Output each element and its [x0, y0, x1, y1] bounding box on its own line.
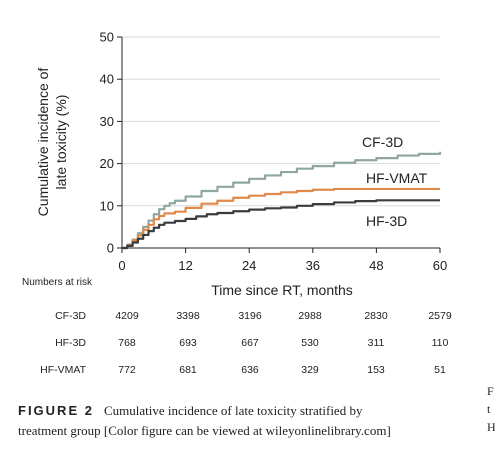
x-tick-label-60: 60 [433, 258, 447, 273]
clipped-side-letter-3: H [487, 420, 495, 434]
x-tick-label-0: 0 [118, 258, 125, 273]
y-tick-label-0: 0 [107, 241, 114, 256]
risk-row-label-hf-3d: HF-3D [55, 337, 86, 349]
y-tick-label-20: 20 [100, 156, 114, 171]
x-axis-title: Time since RT, months [211, 282, 353, 298]
grid-lines [122, 36, 440, 207]
risk-value-hf-vmat-48: 153 [367, 364, 385, 376]
risk-value-hf-vmat-12: 681 [179, 364, 197, 376]
risk-value-hf-vmat-36: 329 [301, 364, 319, 376]
x-tick-label-48: 48 [369, 258, 383, 273]
y-axis-title-line2: late toxicity (%) [53, 95, 69, 190]
risk-value-cf-3d-36: 2988 [298, 310, 322, 322]
y-tick-label-30: 30 [100, 114, 114, 129]
risk-value-hf-3d-12: 693 [179, 337, 197, 349]
chart-canvas: 0 10 20 30 40 50 0 12 24 36 48 60 Cumulative incid… [22, 30, 452, 377]
axes [117, 36, 441, 253]
x-tick-label-12: 12 [178, 258, 192, 273]
risk-value-hf-vmat-60: 51 [434, 364, 446, 376]
y-tick-labels: 0 10 20 30 40 50 [100, 30, 114, 256]
caption-line-2: treatment group [Color figure can be vie… [18, 423, 391, 438]
risk-row-label-hf-vmat: HF-VMAT [40, 364, 86, 376]
y-axis-title-line1: Cumulative incidence of [35, 68, 51, 217]
risk-value-hf-3d-36: 530 [301, 337, 319, 349]
risk-value-hf-3d-24: 667 [241, 337, 259, 349]
risk-value-cf-3d-60: 2579 [428, 310, 452, 322]
risk-table: CF-3D 4209 3398 3196 2988 2830 2579 HF-3D 768 693… [40, 310, 452, 376]
risk-value-cf-3d-24: 3196 [238, 310, 262, 322]
figure-label: FIGURE 2 [18, 403, 94, 418]
y-tick-label-10: 10 [100, 198, 114, 213]
series-lines [122, 151, 442, 250]
annotation-hf-vmat: HF-VMAT [366, 170, 428, 186]
caption-line-1: FIGURE 2 Cumulative incidence of late tox… [18, 401, 478, 421]
x-tick-label-36: 36 [306, 258, 320, 273]
risk-value-cf-3d-48: 2830 [364, 310, 388, 322]
risk-value-hf-vmat-0: 772 [118, 364, 136, 376]
annotation-hf-3d: HF-3D [366, 213, 407, 229]
y-tick-label-40: 40 [100, 72, 114, 87]
risk-row-label-cf-3d: CF-3D [55, 310, 86, 322]
numbers-at-risk-title: Numbers at risk [22, 277, 93, 288]
series-line-cf-3d [122, 151, 442, 250]
risk-value-hf-3d-0: 768 [118, 337, 136, 349]
y-tick-label-50: 50 [100, 30, 114, 45]
x-tick-label-24: 24 [242, 258, 256, 273]
clipped-side-letter-2: t [487, 402, 491, 416]
risk-value-hf-3d-48: 311 [368, 337, 385, 349]
clipped-side-letter-1: F [487, 384, 494, 398]
series-line-hf-3d [122, 199, 440, 250]
risk-value-hf-3d-60: 110 [432, 337, 449, 349]
caption-text-1: Cumulative incidence of late toxicity st… [103, 403, 363, 418]
risk-value-cf-3d-12: 3398 [176, 310, 200, 322]
annotation-cf-3d: CF-3D [362, 134, 403, 150]
figure-caption: FIGURE 2 Cumulative incidence of late tox… [18, 401, 478, 441]
risk-value-cf-3d-0: 4209 [115, 310, 139, 322]
risk-value-hf-vmat-24: 636 [241, 364, 259, 376]
x-tick-labels: 0 12 24 36 48 60 [118, 258, 447, 273]
